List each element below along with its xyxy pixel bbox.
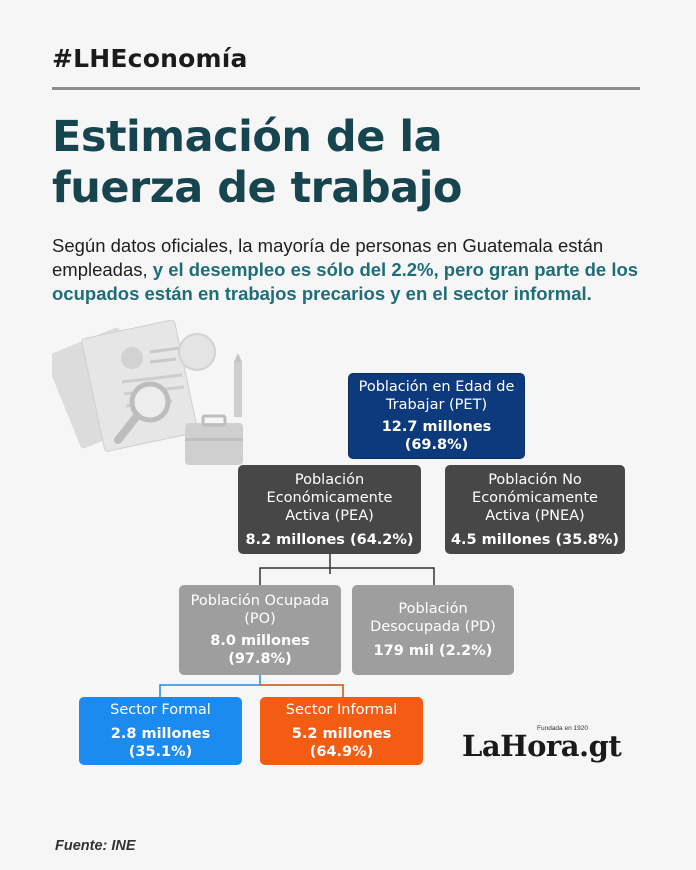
formal-label-1: Sector Formal [110, 702, 211, 718]
pea-value-1: 8.2 millones (64.2%) [245, 531, 414, 548]
pet-label-2: Trabajar (PET) [385, 397, 488, 413]
pnea-label-3: Activa (PNEA) [485, 507, 585, 524]
pet-value-2: (69.8%) [404, 437, 469, 453]
title-line-2: fuerza de trabajo [52, 163, 462, 213]
formal-sector-box: Sector Formal 2.8 millones (35.1%) [79, 697, 242, 765]
pnea-label-2: Económicamente [472, 489, 598, 506]
informal-sector-box: Sector Informal 5.2 millones (64.9%) [260, 697, 423, 765]
informal-value-1: 5.2 millones [291, 726, 392, 742]
po-label-1: Población Ocupada [190, 593, 330, 609]
po-value-1: 8.0 millones [210, 633, 310, 649]
po-value-2: (97.8%) [228, 651, 292, 667]
logo-text: LaHora.gt [462, 729, 622, 763]
title-line-1: Estimación de la [52, 112, 443, 162]
pnea-box: Población No Económicamente Activa (PNEA… [445, 465, 625, 554]
intro-plain-text: Según datos oficiales, la mayoría de per… [52, 235, 604, 280]
intro-highlight-text: y el desempleo es sólo del 2.2%, pero gr… [52, 259, 639, 304]
header-divider [52, 87, 640, 90]
informal-value-2: (64.9%) [309, 744, 374, 760]
pd-label-2: Desocupada (PD) [370, 619, 496, 635]
pet-value-1: 12.7 millones [381, 419, 492, 435]
pnea-value-1: 4.5 millones (35.8%) [450, 531, 620, 548]
logo-tagline: Fundada en 1920 [537, 725, 588, 732]
pea-box: Población Económicamente Activa (PEA) 8.… [238, 465, 421, 554]
pet-label-1: Población en Edad de [358, 379, 515, 395]
informal-label-1: Sector Informal [285, 702, 398, 718]
intro-paragraph: Según datos oficiales, la mayoría de per… [52, 234, 652, 306]
pd-value-1: 179 mil (2.2%) [373, 643, 493, 659]
formal-value-1: 2.8 millones [110, 726, 211, 742]
po-box: Población Ocupada (PO) 8.0 millones (97.… [179, 585, 341, 675]
pet-box: Población en Edad de Trabajar (PET) 12.7… [348, 373, 525, 459]
pea-label-3: Activa (PEA) [285, 507, 374, 524]
formal-value-2: (35.1%) [128, 744, 193, 760]
job-documents-illustration-icon [52, 320, 243, 465]
pd-label-1: Población [398, 601, 468, 617]
hashtag: #LHEconomía [52, 44, 248, 73]
pea-label-2: Económicamente [266, 489, 393, 506]
pd-box: Población Desocupada (PD) 179 mil (2.2%) [352, 585, 514, 675]
page-title: Estimación de la fuerza de trabajo [52, 112, 652, 214]
pea-label-1: Población [294, 471, 365, 488]
pnea-label-1: Población No [488, 471, 582, 488]
lahora-logo: LaHora.gt Fundada en 1920 [462, 725, 622, 763]
source-note: Fuente: INE [55, 838, 136, 854]
po-label-2: (PO) [244, 611, 276, 627]
